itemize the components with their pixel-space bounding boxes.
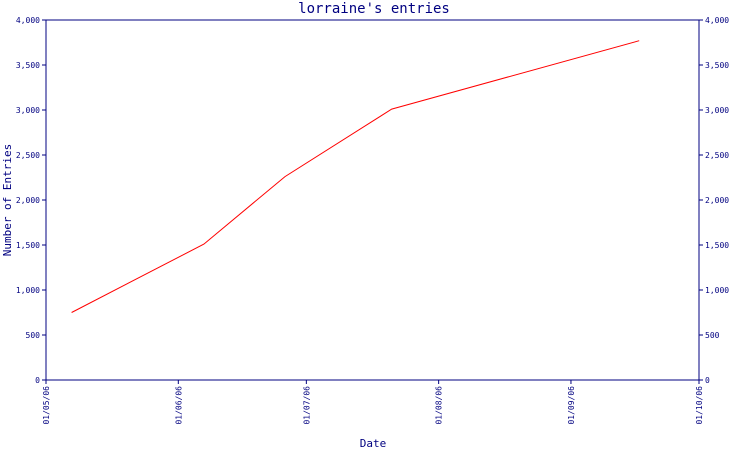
y-tick-label-right: 2,500 (705, 151, 729, 160)
series-line (71, 40, 640, 313)
axes: 0 0 500 500 1,000 1,000 1,500 1,500 2,000 2,000 2,… (16, 16, 729, 425)
y-tick-label-left: 500 (26, 331, 41, 340)
x-axis-label: Date (360, 437, 387, 450)
series-layer (71, 40, 640, 313)
x-tick-label: 01/10/06 (695, 386, 704, 425)
y-tick-label-left: 3,000 (16, 106, 40, 115)
x-tick-label: 01/08/06 (435, 386, 444, 425)
chart-title: lorraine's entries (298, 1, 450, 17)
y-tick-label-left: 3,500 (16, 61, 40, 70)
y-tick-label-left: 0 (35, 376, 40, 385)
plot-frame (45, 19, 700, 381)
y-tick-label-left: 2,000 (16, 196, 40, 205)
y-tick-label-right: 1,500 (705, 241, 729, 250)
y-tick-label-right: 4,000 (705, 16, 729, 25)
y-tick-label-left: 4,000 (16, 16, 40, 25)
x-tick-label: 01/07/06 (302, 386, 311, 425)
y-tick-label-left: 1,000 (16, 286, 40, 295)
y-tick-label-left: 2,500 (16, 151, 40, 160)
y-axis-label: Number of Entries (1, 144, 14, 257)
y-tick-label-left: 1,500 (16, 241, 40, 250)
x-tick-label: 01/06/06 (174, 386, 183, 425)
x-tick-label: 01/05/06 (42, 386, 51, 425)
y-tick-label-right: 3,000 (705, 106, 729, 115)
y-tick-label-right: 1,000 (705, 286, 729, 295)
y-tick-label-right: 2,000 (705, 196, 729, 205)
y-tick-label-right: 0 (705, 376, 710, 385)
y-tick-label-right: 500 (705, 331, 720, 340)
y-tick-label-right: 3,500 (705, 61, 729, 70)
x-tick-label: 01/09/06 (567, 386, 576, 425)
